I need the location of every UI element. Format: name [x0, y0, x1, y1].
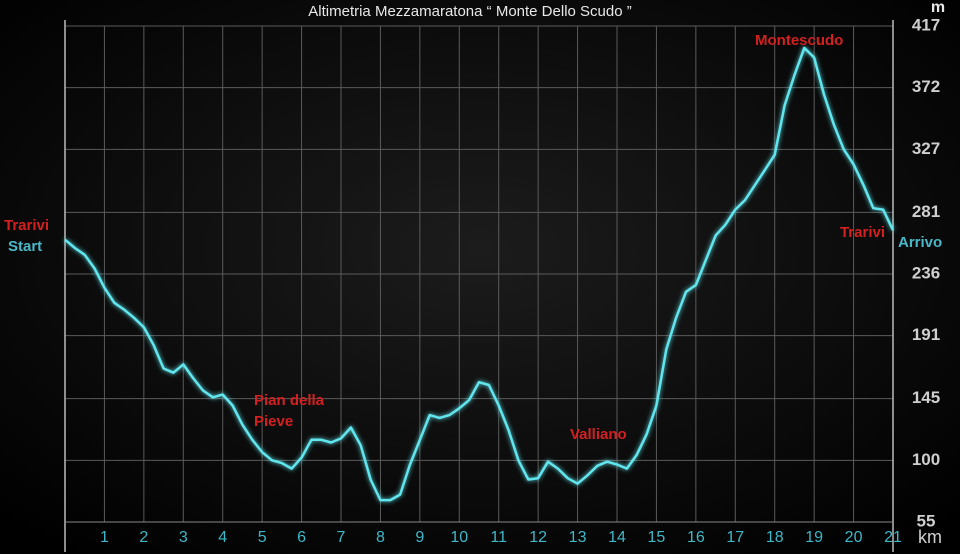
annotation: Trarivi [4, 217, 49, 234]
y-tick-label: 236 [912, 263, 940, 282]
x-tick-label: 1 [100, 529, 109, 546]
x-tick-label: 8 [376, 529, 385, 546]
x-tick-label: 18 [766, 529, 784, 546]
x-tick-label: 6 [297, 529, 306, 546]
y-tick-label: 191 [912, 325, 940, 344]
y-tick-label: 327 [912, 139, 940, 158]
annotation: Start [8, 238, 42, 255]
x-tick-label: 20 [845, 529, 863, 546]
x-tick-label: 11 [490, 529, 507, 546]
annotation: Valliano [570, 426, 627, 443]
x-tick-label: 17 [726, 529, 744, 546]
y-tick-label: 372 [912, 77, 940, 96]
x-tick-label: 14 [608, 529, 626, 546]
x-tick-label: 13 [569, 529, 587, 546]
annotation: Pian della [254, 392, 325, 409]
x-unit: km [918, 527, 942, 547]
annotation: Trarivi [840, 224, 885, 241]
x-tick-label: 9 [415, 529, 424, 546]
y-tick-label: 281 [912, 202, 940, 221]
annotation: Pieve [254, 413, 293, 430]
x-tick-label: 10 [450, 529, 468, 546]
x-tick-label: 3 [179, 529, 188, 546]
x-tick-label: 19 [805, 529, 823, 546]
elevation-line [64, 46, 895, 502]
y-tick-label: 417 [912, 15, 940, 34]
annotation: Arrivo [898, 234, 942, 251]
y-tick-label: 55 [917, 511, 936, 530]
y-tick-label: 100 [912, 450, 940, 469]
chart-title: Altimetria Mezzamaratona “ Monte Dello S… [308, 3, 631, 20]
y-unit: m [931, 0, 945, 16]
x-tick-label: 7 [337, 529, 346, 546]
annotation: Montescudo [755, 32, 843, 49]
x-tick-label: 5 [258, 529, 267, 546]
x-tick-label: 16 [687, 529, 705, 546]
x-tick-label: 12 [529, 529, 547, 546]
x-tick-label: 2 [139, 529, 148, 546]
y-tick-label: 145 [912, 388, 940, 407]
x-tick-label: 4 [218, 529, 227, 546]
x-tick-label: 15 [648, 529, 666, 546]
